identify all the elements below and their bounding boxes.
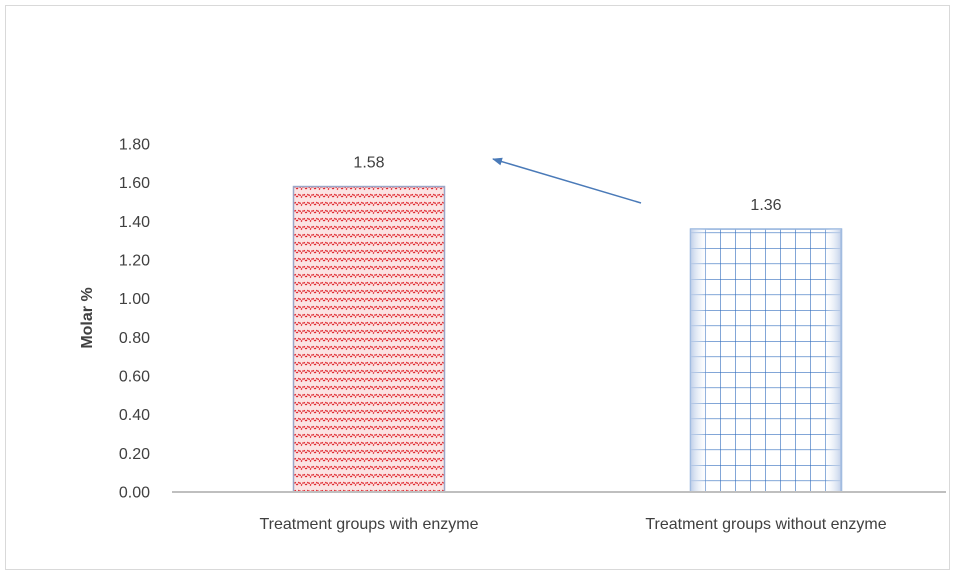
y-tick-label: 1.00 xyxy=(119,291,150,308)
annotation-arrow xyxy=(492,157,642,204)
x-axis-tick-labels: Treatment groups with enzyme Treatment gr… xyxy=(259,516,886,533)
y-tick-label: 0.40 xyxy=(119,407,150,424)
bar-1 xyxy=(292,185,446,493)
y-tick-label: 0.80 xyxy=(119,330,150,347)
y-tick-label: 1.60 xyxy=(119,175,150,192)
y-tick-label: 0.20 xyxy=(119,446,150,463)
y-tick-label: 0.00 xyxy=(119,485,150,502)
y-axis-label: Molar % xyxy=(79,287,96,348)
bar-2-edge-shading xyxy=(690,229,842,493)
y-tick-label: 1.20 xyxy=(119,253,150,270)
x-tick-label: Treatment groups without enzyme xyxy=(645,516,886,533)
x-tick-label: Treatment groups with enzyme xyxy=(259,516,478,533)
data-labels: 1.58 1.36 xyxy=(353,155,781,215)
y-tick-label: 1.80 xyxy=(119,137,150,154)
bars xyxy=(292,185,843,493)
data-label: 1.58 xyxy=(353,155,384,172)
y-tick-label: 1.40 xyxy=(119,214,150,231)
data-label: 1.36 xyxy=(750,197,781,214)
y-axis-tick-labels: 0.00 0.20 0.40 0.60 0.80 1.00 1.20 1.40 1.60 1.80 xyxy=(119,137,150,502)
y-tick-label: 0.60 xyxy=(119,369,150,386)
